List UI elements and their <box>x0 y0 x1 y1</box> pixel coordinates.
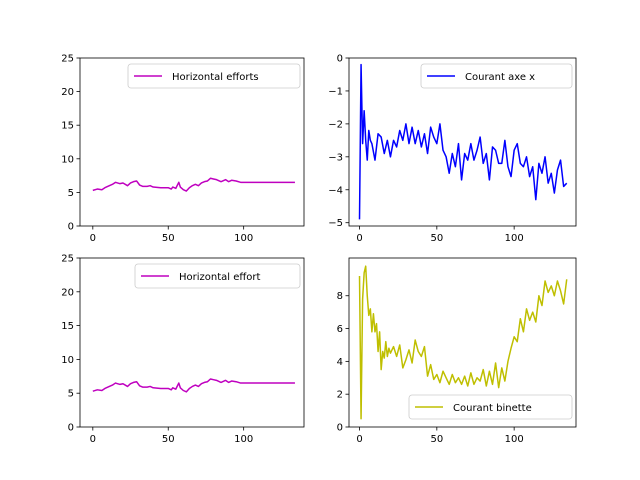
axes-frame <box>348 57 577 227</box>
axes-frame <box>348 257 577 428</box>
x-tick-label: 50 <box>162 434 175 445</box>
series-line-1 <box>92 378 295 393</box>
y-tick-label: 25 <box>61 254 74 265</box>
legend-label: Horizontal effort <box>179 272 261 283</box>
x-tick-label: 0 <box>90 434 96 445</box>
y-tick-label: −5 <box>328 218 343 229</box>
y-tick-label: 0 <box>68 423 74 434</box>
legend: Horizontal effort <box>134 263 301 289</box>
y-tick-label: 25 <box>61 54 74 65</box>
y-tick-label: 6 <box>337 324 343 335</box>
legend: Courant axe x <box>420 63 573 89</box>
legend: Courant binette <box>408 394 573 420</box>
legend-label: Courant binette <box>453 403 532 414</box>
chart-panel-2: 0 50 100 −5 −4 −3 −2 −1 0 Courant axe x <box>328 54 577 244</box>
y-tick-label: 2 <box>337 390 343 401</box>
chart-panel-1: 0 50 100 0 5 10 15 20 25 Horizontal efforts <box>61 54 305 244</box>
legend-box <box>134 263 301 289</box>
x-tick-label: 0 <box>356 434 362 445</box>
legend-label: Horizontal efforts <box>172 72 259 83</box>
x-tick-label: 100 <box>505 434 524 445</box>
x-tick-label: 100 <box>234 434 253 445</box>
y-tick-label: 15 <box>61 121 74 132</box>
y-tick-label: 20 <box>61 287 74 298</box>
x-tick-label: 50 <box>430 233 443 244</box>
chart-panel-4: 0 50 100 0 2 4 6 8 Courant binette <box>337 257 577 445</box>
legend-label: Courant axe x <box>465 72 535 83</box>
axes-frame <box>79 257 305 428</box>
x-tick-label: 100 <box>505 233 524 244</box>
x-tick-label: 0 <box>356 233 362 244</box>
y-tick-label: 4 <box>337 357 343 368</box>
series-line-1 <box>92 177 295 192</box>
y-tick-label: 10 <box>61 154 74 165</box>
y-tick-label: 5 <box>68 188 74 199</box>
y-tick-label: −3 <box>328 152 343 163</box>
legend-box <box>127 63 301 89</box>
y-tick-label: 8 <box>337 291 343 302</box>
x-tick-label: 50 <box>430 434 443 445</box>
y-tick-label: −2 <box>328 119 343 130</box>
y-tick-label: 15 <box>61 321 74 332</box>
series-line-1 <box>358 63 568 220</box>
y-tick-label: 0 <box>68 222 74 233</box>
y-tick-label: 5 <box>68 389 74 400</box>
y-tick-label: 0 <box>337 423 343 434</box>
legend-box <box>408 394 573 420</box>
y-tick-label: 10 <box>61 355 74 366</box>
legend: Horizontal efforts <box>127 63 301 89</box>
series-line-1 <box>358 265 568 420</box>
axes-frame <box>79 57 305 227</box>
y-tick-label: −1 <box>328 86 343 97</box>
y-tick-label: 0 <box>337 54 343 65</box>
y-tick-label: 20 <box>61 87 74 98</box>
x-tick-label: 0 <box>90 233 96 244</box>
chart-panel-3: 0 50 100 0 5 10 15 20 25 Horizontal effort <box>61 254 305 445</box>
x-tick-label: 50 <box>162 233 175 244</box>
y-tick-label: −4 <box>328 185 343 196</box>
x-tick-label: 100 <box>234 233 253 244</box>
legend-box <box>420 63 573 89</box>
